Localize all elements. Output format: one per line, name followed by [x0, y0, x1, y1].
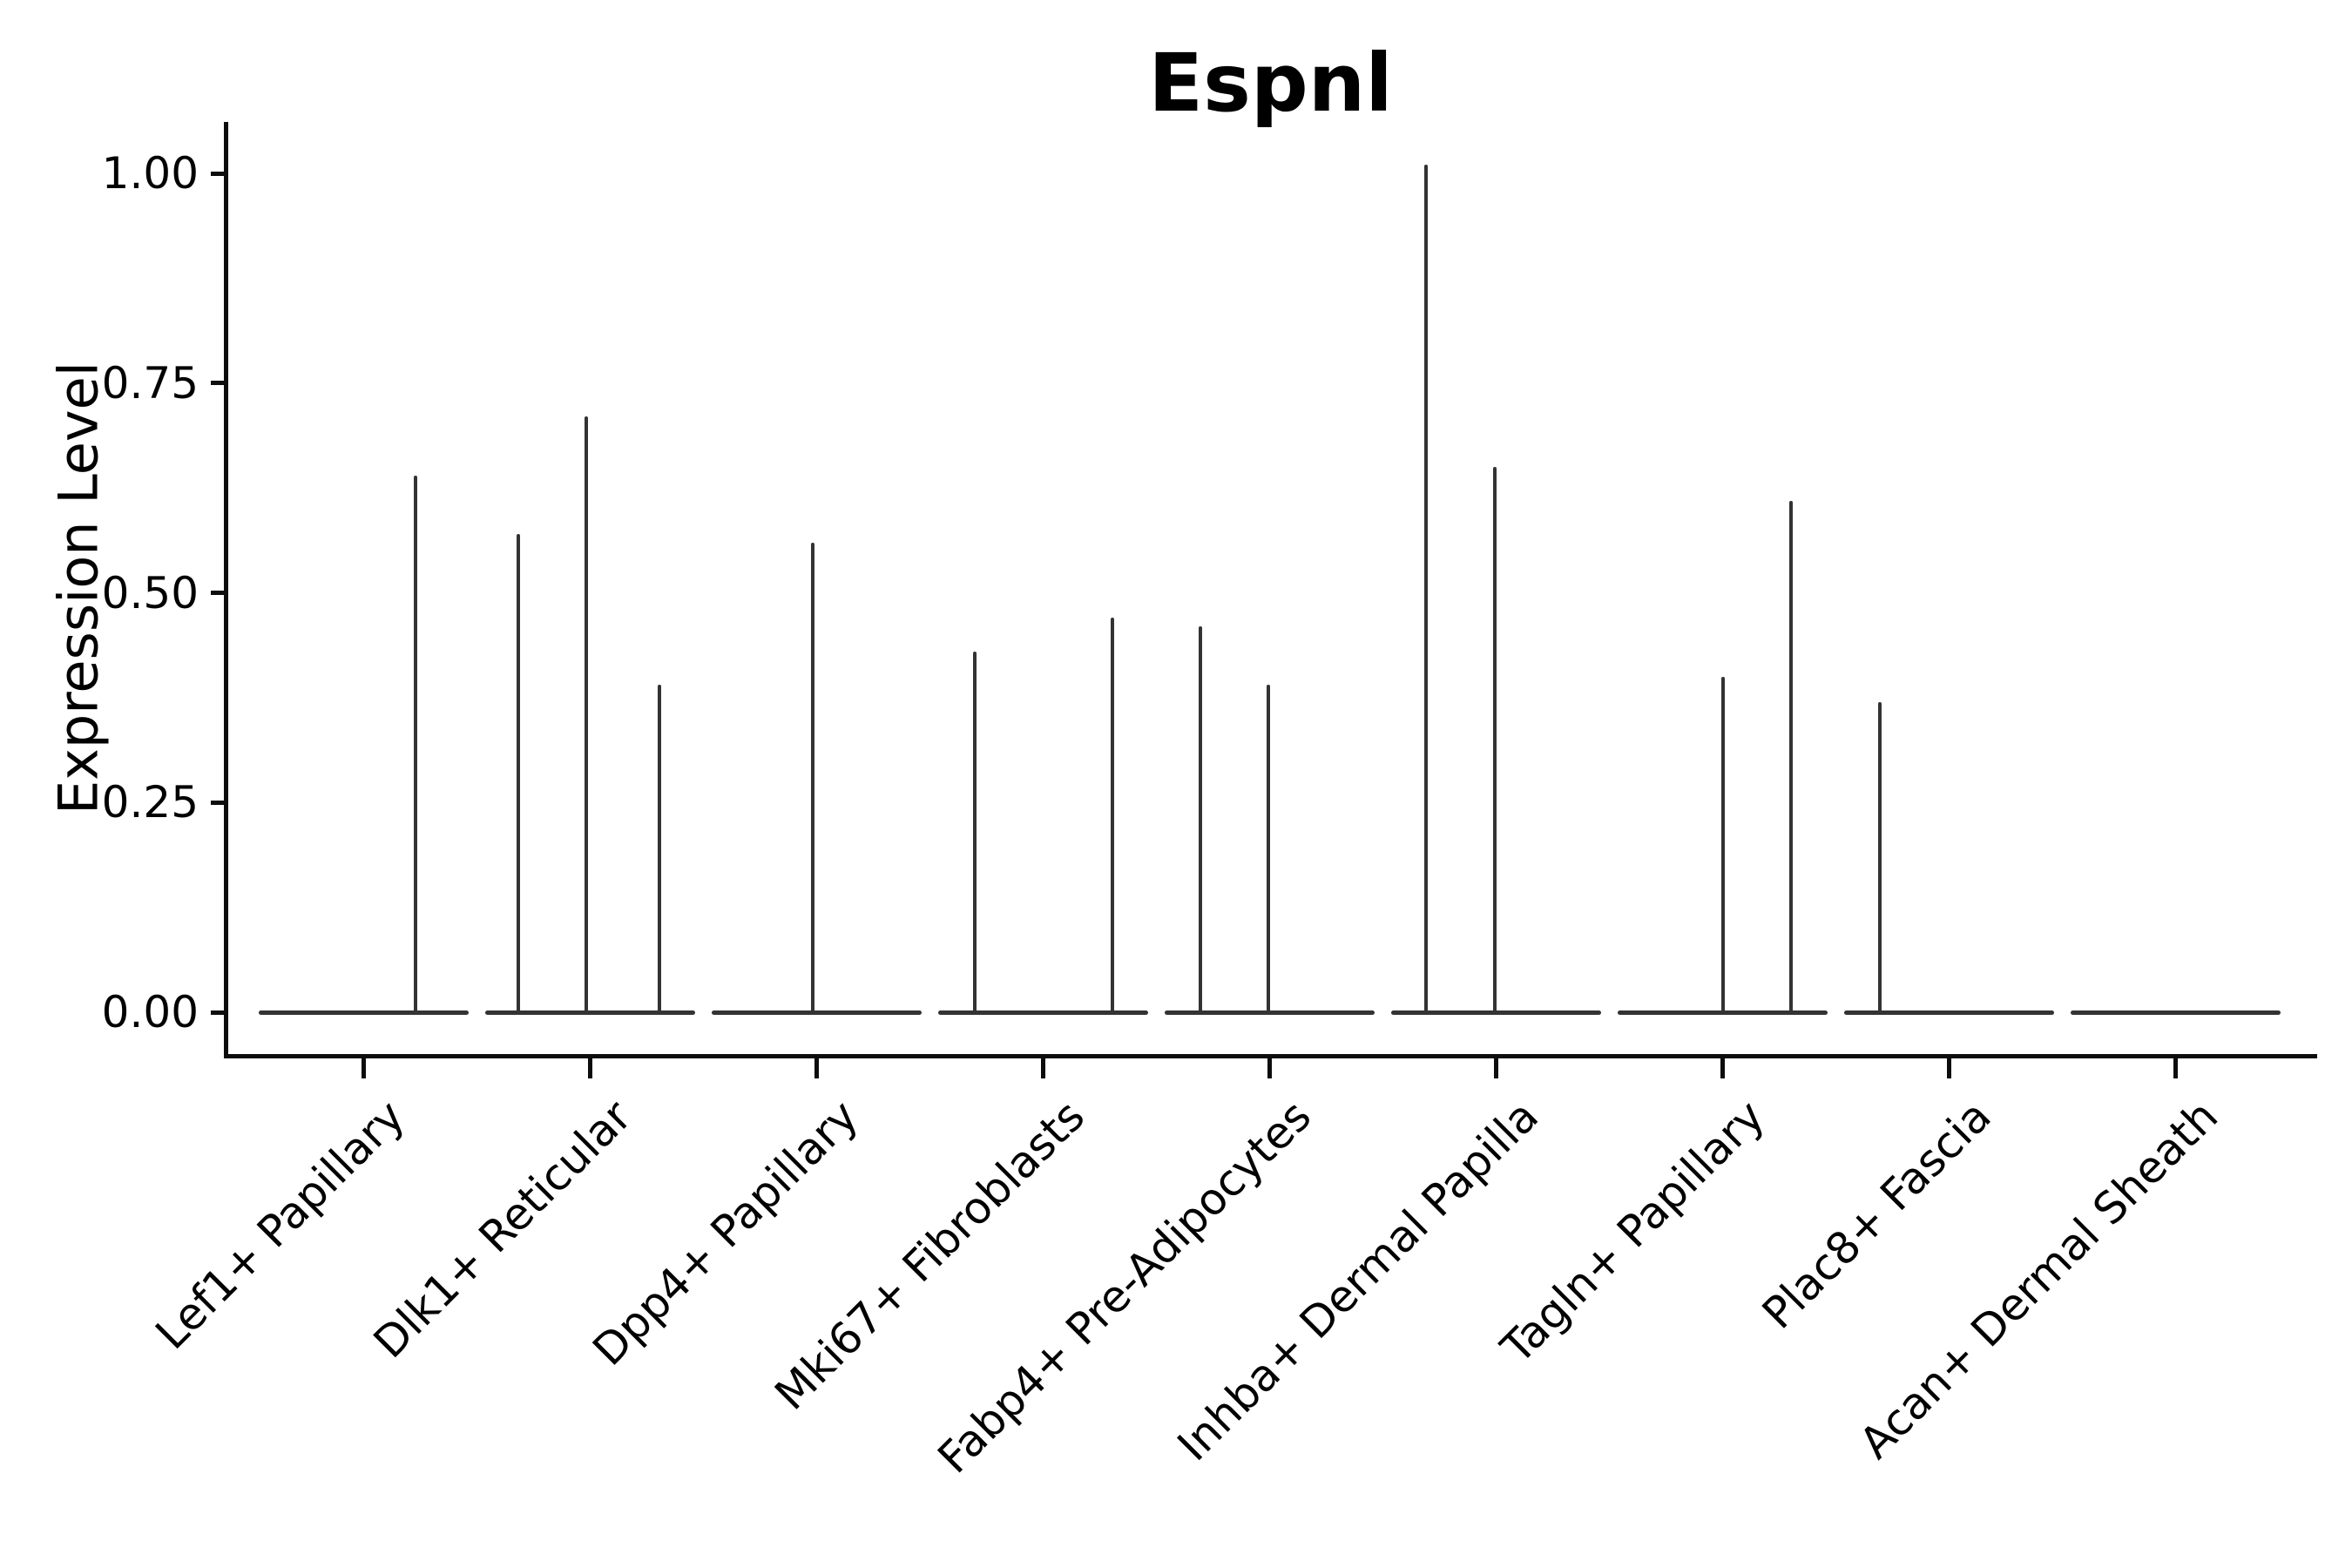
violin-baseline: [258, 1010, 469, 1015]
x-tick-label: Plac8+ Fascia: [1753, 1091, 2001, 1339]
violin-baseline: [484, 1010, 695, 1015]
y-tick-label: 0.25: [101, 777, 199, 828]
y-tick: [211, 1010, 226, 1015]
y-axis-label: Expression Level: [46, 362, 111, 814]
x-tick: [2173, 1058, 2179, 1078]
y-tick-label: 0.50: [101, 567, 199, 618]
x-tick: [1720, 1058, 1726, 1078]
y-tick: [211, 591, 226, 595]
x-axis-spine: [224, 1054, 2317, 1058]
violin-spike: [1423, 165, 1428, 1012]
y-tick: [211, 800, 226, 805]
y-tick-label: 0.00: [101, 987, 199, 1037]
violin-spike: [1788, 500, 1793, 1012]
y-axis-spine: [224, 122, 228, 1058]
violin-spike: [414, 475, 418, 1012]
violin-spike: [1877, 701, 1882, 1012]
violin-spike: [585, 416, 589, 1012]
violin-spike: [1720, 676, 1725, 1012]
violin-spike: [1266, 685, 1270, 1012]
x-tick: [587, 1058, 592, 1078]
x-tick-label: Acan+ Dermal Sheath: [1849, 1091, 2227, 1469]
violin-baseline: [1165, 1010, 1375, 1015]
violin-spike: [973, 651, 977, 1012]
violin-spike: [658, 685, 662, 1012]
x-tick: [361, 1058, 366, 1078]
y-tick-label: 0.75: [101, 357, 199, 409]
x-tick-label: Lef1+ Papillary: [145, 1091, 416, 1360]
violin-spike: [1198, 626, 1202, 1012]
x-tick-label: Fabp4+ Pre-Adipocytes: [929, 1091, 1321, 1484]
y-tick-label: 1.00: [101, 148, 199, 199]
x-tick: [1947, 1058, 1952, 1078]
violin-baseline: [937, 1010, 1148, 1015]
x-tick: [1040, 1058, 1045, 1078]
y-tick: [211, 381, 226, 386]
violin-spike: [1111, 618, 1115, 1012]
x-tick: [1494, 1058, 1499, 1078]
violin-baseline: [2071, 1010, 2281, 1015]
violin-baseline: [711, 1010, 922, 1015]
violin-baseline: [1618, 1010, 1828, 1015]
y-tick: [211, 171, 226, 176]
plot-title: Espnl: [1148, 37, 1393, 130]
x-tick: [814, 1058, 819, 1078]
violin-spike: [1492, 467, 1497, 1012]
violin-baseline: [1391, 1010, 1602, 1015]
violin-spike: [811, 542, 815, 1012]
x-tick: [1267, 1058, 1272, 1078]
violin-baseline: [1844, 1010, 2055, 1015]
violin-spike: [517, 534, 521, 1012]
x-tick-label: Inhba+ Dermal Papilla: [1167, 1091, 1548, 1471]
